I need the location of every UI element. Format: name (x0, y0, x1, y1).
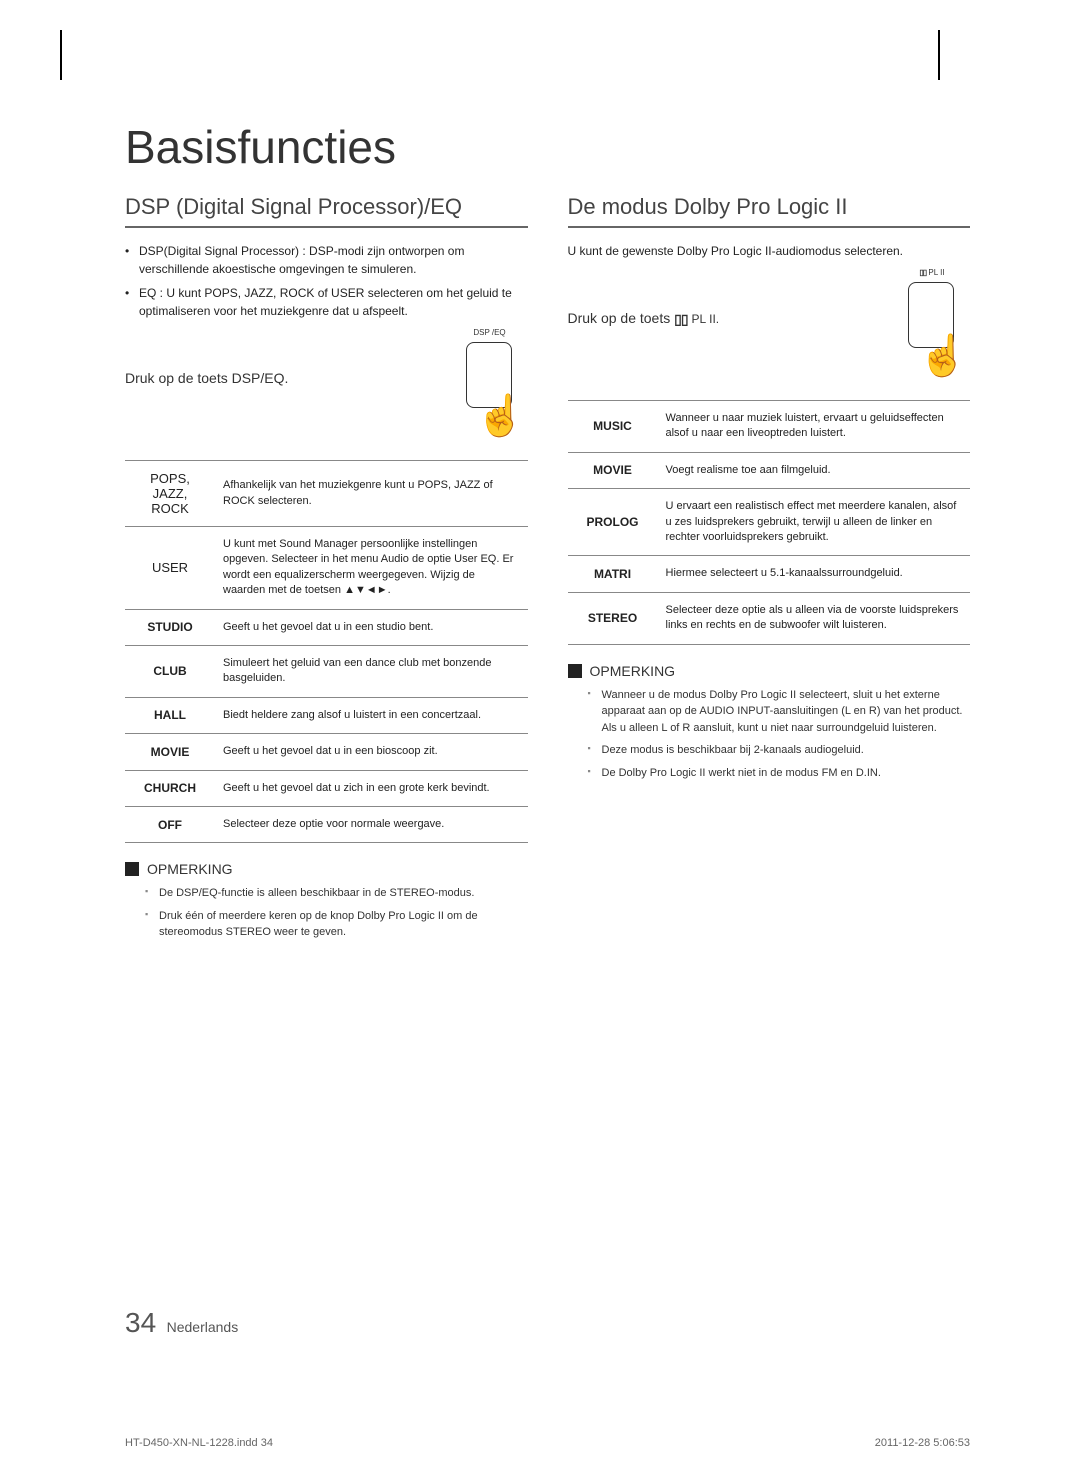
mode-label: CLUB (125, 645, 215, 697)
table-row: HALLBiedt heldere zang alsof u luistert … (125, 697, 528, 733)
right-column: De modus Dolby Pro Logic II U kunt de ge… (568, 194, 971, 947)
mode-label: CHURCH (125, 770, 215, 806)
mode-label: PROLOG (568, 489, 658, 556)
mode-label: HALL (125, 697, 215, 733)
dolby-d-icon: ▯▯ (674, 311, 687, 328)
table-row: CHURCHGeeft u het gevoel dat u zich in e… (125, 770, 528, 806)
remote-pl2-label: PL II (926, 268, 944, 277)
dolby-press-line: Druk op de toets ▯▯ PL II. (568, 310, 720, 328)
crop-marks (60, 30, 1020, 90)
bullet-item: EQ : U kunt POPS, JAZZ, ROCK of USER sel… (125, 284, 528, 320)
remote-row-right: Druk op de toets ▯▯ PL II. ▯▯ PL II ☝ (568, 270, 971, 380)
remote-label: DSP /EQ (463, 328, 517, 337)
remote-icon-right: ▯▯ PL II ☝ (900, 270, 970, 380)
dsp-bullets: DSP(Digital Signal Processor) : DSP-modi… (125, 242, 528, 320)
table-row: MOVIEGeeft u het gevoel dat u in een bio… (125, 734, 528, 770)
table-row: CLUBSimuleert het geluid van een dance c… (125, 645, 528, 697)
mode-label: MUSIC (568, 401, 658, 453)
mode-label: USER (125, 527, 215, 610)
left-note: OPMERKING De DSP/EQ-functie is alleen be… (125, 861, 528, 941)
remote-label-right: ▯▯ PL II (905, 268, 959, 277)
dolby-inline: ▯▯ PL II. (674, 311, 719, 328)
mode-desc: Simuleert het geluid van een dance club … (215, 645, 528, 697)
note-title: OPMERKING (147, 861, 233, 877)
table-row: STEREOSelecteer deze optie als u alleen … (568, 592, 971, 644)
mode-label: MOVIE (125, 734, 215, 770)
mode-desc: Biedt heldere zang alsof u luistert in e… (215, 697, 528, 733)
note-item: De Dolby Pro Logic II werkt niet in de m… (588, 765, 971, 782)
table-row: PROLOGU ervaart een realistisch effect m… (568, 489, 971, 556)
note-square-icon-right (568, 664, 582, 678)
mode-label: STEREO (568, 592, 658, 644)
dsp-subline: Druk op de toets DSP/EQ. (125, 370, 288, 386)
note-item: Deze modus is beschikbaar bij 2-kanaals … (588, 742, 971, 759)
note-item: De DSP/EQ-functie is alleen beschikbaar … (145, 885, 528, 902)
mode-desc: Geeft u het gevoel dat u in een studio b… (215, 609, 528, 645)
table-row: STUDIOGeeft u het gevoel dat u in een st… (125, 609, 528, 645)
mode-label: MOVIE (568, 452, 658, 488)
table-row: MUSICWanneer u naar muziek luistert, erv… (568, 401, 971, 453)
page-language: Nederlands (167, 1319, 239, 1335)
crop-mark-left (60, 30, 62, 80)
right-note: OPMERKING Wanneer u de modus Dolby Pro L… (568, 663, 971, 782)
page-title: Basisfuncties (125, 120, 1020, 174)
mode-desc: U kunt met Sound Manager persoonlijke in… (215, 527, 528, 610)
dsp-table: POPS, JAZZ, ROCKAfhankelijk van het muzi… (125, 460, 528, 843)
table-row: POPS, JAZZ, ROCKAfhankelijk van het muzi… (125, 461, 528, 527)
press-text: Druk op de toets (568, 310, 671, 326)
table-row: OFFSelecteer deze optie voor normale wee… (125, 806, 528, 842)
right-note-list: Wanneer u de modus Dolby Pro Logic II se… (568, 687, 971, 782)
remote-row-left: Druk op de toets DSP/EQ. DSP /EQ ☝ (125, 330, 528, 440)
mode-desc: Geeft u het gevoel dat u in een bioscoop… (215, 734, 528, 770)
print-footer: HT-D450-XN-NL-1228.indd 34 2011-12-28 5:… (125, 1437, 970, 1449)
mode-label: MATRI (568, 556, 658, 592)
dsp-heading: DSP (Digital Signal Processor)/EQ (125, 194, 528, 228)
print-file: HT-D450-XN-NL-1228.indd 34 (125, 1437, 273, 1449)
print-date: 2011-12-28 5:06:53 (875, 1437, 970, 1449)
note-item: Wanneer u de modus Dolby Pro Logic II se… (588, 687, 971, 737)
mode-label: POPS, JAZZ, ROCK (125, 461, 215, 527)
mode-desc: U ervaart een realistisch effect met mee… (658, 489, 971, 556)
mode-desc: Afhankelijk van het muziekgenre kunt u P… (215, 461, 528, 527)
table-row: MOVIEVoegt realisme toe aan filmgeluid. (568, 452, 971, 488)
mode-label: OFF (125, 806, 215, 842)
note-title-right: OPMERKING (590, 663, 676, 679)
hand-icon-right: ☝ (918, 336, 968, 376)
page-footer: 34 Nederlands (125, 1307, 238, 1339)
note-square-icon (125, 862, 139, 876)
mode-desc: Geeft u het gevoel dat u zich in een gro… (215, 770, 528, 806)
remote-icon: DSP /EQ ☝ (458, 330, 528, 440)
dolby-intro: U kunt de gewenste Dolby Pro Logic II-au… (568, 242, 971, 260)
mode-desc: Hiermee selecteert u 5.1-kanaalssurround… (658, 556, 971, 592)
mode-desc: Selecteer deze optie voor normale weerga… (215, 806, 528, 842)
dolby-table: MUSICWanneer u naar muziek luistert, erv… (568, 400, 971, 645)
dolby-heading: De modus Dolby Pro Logic II (568, 194, 971, 228)
content-columns: DSP (Digital Signal Processor)/EQ DSP(Di… (125, 194, 970, 947)
pl2-text: PL II. (692, 312, 720, 326)
mode-label: STUDIO (125, 609, 215, 645)
table-row: USERU kunt met Sound Manager persoonlijk… (125, 527, 528, 610)
mode-desc: Selecteer deze optie als u alleen via de… (658, 592, 971, 644)
note-heading-right: OPMERKING (568, 663, 971, 679)
hand-icon: ☝ (476, 396, 526, 436)
note-item: Druk één of meerdere keren op de knop Do… (145, 908, 528, 941)
left-note-list: De DSP/EQ-functie is alleen beschikbaar … (125, 885, 528, 941)
left-column: DSP (Digital Signal Processor)/EQ DSP(Di… (125, 194, 528, 947)
mode-desc: Wanneer u naar muziek luistert, ervaart … (658, 401, 971, 453)
page-number: 34 (125, 1307, 156, 1339)
bullet-item: DSP(Digital Signal Processor) : DSP-modi… (125, 242, 528, 278)
crop-mark-right (938, 30, 940, 80)
mode-desc: Voegt realisme toe aan filmgeluid. (658, 452, 971, 488)
table-row: MATRIHiermee selecteert u 5.1-kanaalssur… (568, 556, 971, 592)
note-heading: OPMERKING (125, 861, 528, 877)
manual-page: Basisfuncties DSP (Digital Signal Proces… (0, 0, 1080, 1479)
